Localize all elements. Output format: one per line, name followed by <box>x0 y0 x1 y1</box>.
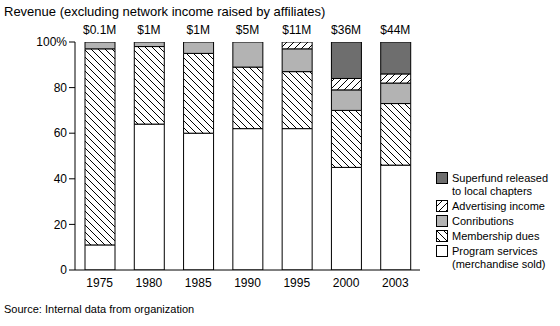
html-text:Superfund released to local ch: Superfund released to local chapters <box>452 172 548 197</box>
svg-text:1975: 1975 <box>86 276 113 290</box>
svg-text:1985: 1985 <box>185 276 212 290</box>
svg-text:1995: 1995 <box>283 276 310 290</box>
svg-text:20: 20 <box>54 218 68 232</box>
svg-text:$0.1M: $0.1M <box>83 23 116 37</box>
svg-text:80: 80 <box>54 81 68 95</box>
html-text:Revenue (excluding network inc: Revenue (excluding network income raised… <box>4 4 326 19</box>
svg-text:2003: 2003 <box>382 276 409 290</box>
svg-text:$1M: $1M <box>137 23 160 37</box>
html-text:Conributions: Conributions <box>452 215 514 227</box>
svg-text:$44M: $44M <box>380 23 410 37</box>
svg-text:0: 0 <box>60 263 67 277</box>
svg-text:40: 40 <box>54 172 68 186</box>
html-text:Advertising income: Advertising income <box>452 200 545 212</box>
svg-text:$1M: $1M <box>187 23 210 37</box>
html-text:Membership dues: Membership dues <box>452 230 540 242</box>
html-text:Source: Internal data from org: Source: Internal data from organization <box>4 303 195 315</box>
svg-text:$5M: $5M <box>236 23 259 37</box>
html-text:Program services (merchandise: Program services (merchandise sold) <box>452 245 546 270</box>
svg-text:100%: 100% <box>36 35 67 49</box>
svg-text:60: 60 <box>54 126 68 140</box>
svg-text:1990: 1990 <box>234 276 261 290</box>
svg-text:$11M: $11M <box>282 23 311 37</box>
svg-text:2000: 2000 <box>333 276 360 290</box>
svg-text:1980: 1980 <box>136 276 163 290</box>
svg-text:$36M: $36M <box>331 23 361 37</box>
